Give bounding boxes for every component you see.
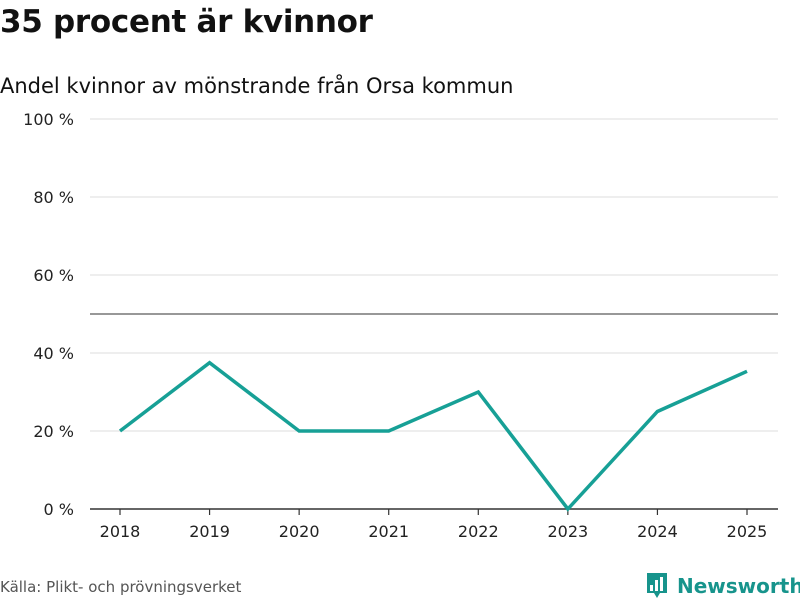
brand-name: Newsworthy (677, 574, 800, 598)
x-tick-label: 2020 (279, 522, 320, 541)
chart-title: 35 procent är kvinnor (0, 4, 373, 40)
newsworthy-logo-icon (647, 573, 667, 598)
x-tick-label: 2021 (368, 522, 409, 541)
brand: Newsworthy (645, 571, 800, 601)
series-line (118, 360, 748, 512)
source-note: Källa: Plikt- och prövningsverket (0, 578, 242, 596)
x-tick-label: 2018 (100, 522, 141, 541)
y-tick-label: 0 % (44, 500, 74, 519)
y-tick-label: 40 % (33, 344, 74, 363)
x-tick-label: 2023 (547, 522, 588, 541)
y-tick-label: 20 % (33, 422, 74, 441)
x-tick-label: 2022 (458, 522, 499, 541)
x-tick-label: 2024 (637, 522, 678, 541)
y-tick-label: 100 % (23, 110, 74, 129)
y-tick-label: 80 % (33, 188, 74, 207)
x-tick-label: 2025 (727, 522, 768, 541)
y-tick-label: 60 % (33, 266, 74, 285)
chart-subtitle: Andel kvinnor av mönstrande från Orsa ko… (0, 74, 514, 98)
x-tick-label: 2019 (189, 522, 230, 541)
